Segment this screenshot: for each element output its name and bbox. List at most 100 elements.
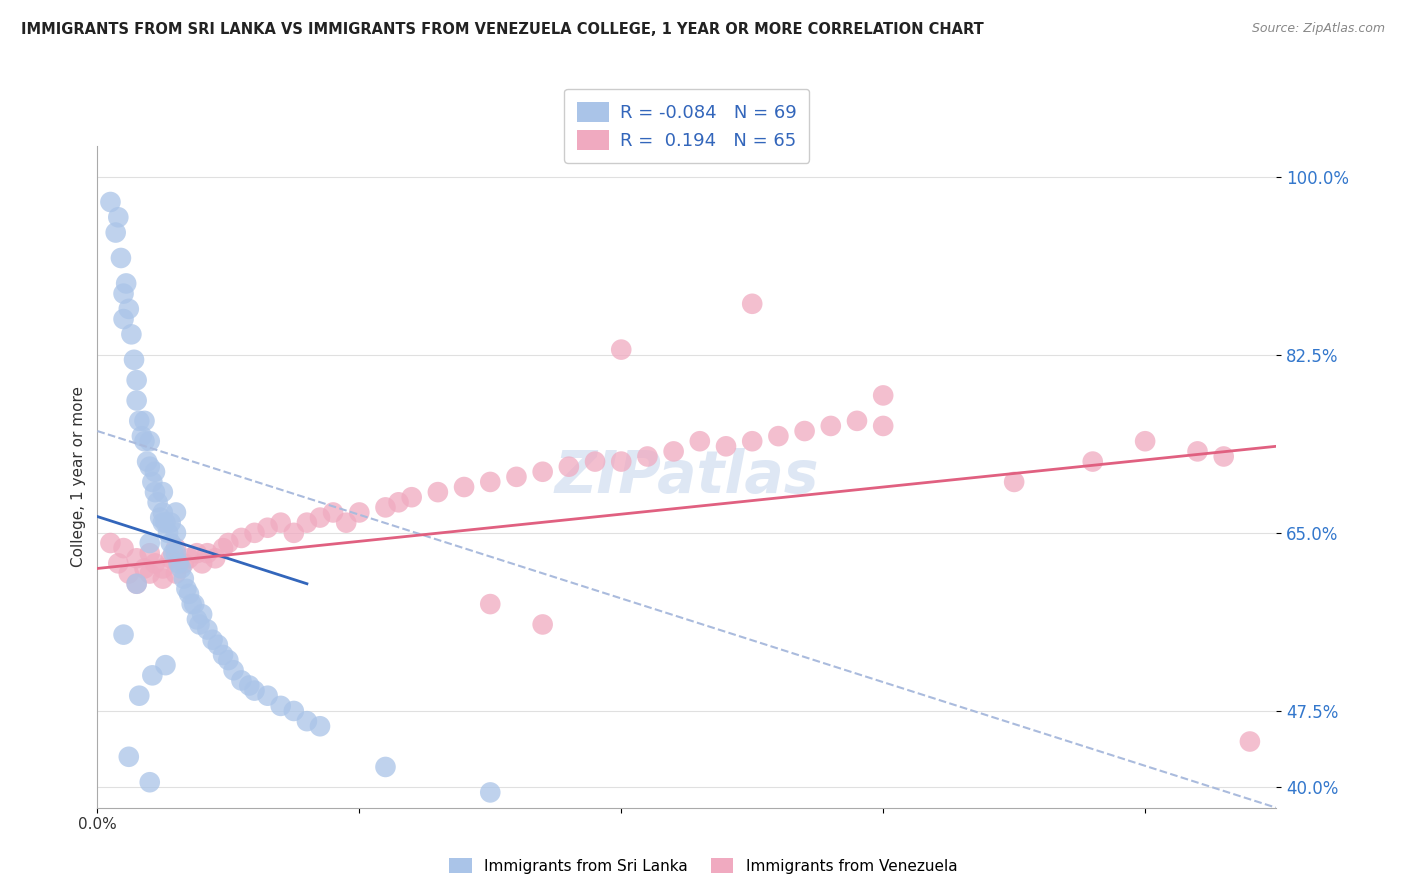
Point — [131, 429, 153, 443]
Point — [112, 627, 135, 641]
Point — [1002, 475, 1025, 489]
Point — [115, 277, 138, 291]
Point — [107, 557, 129, 571]
Point — [112, 312, 135, 326]
Point — [152, 506, 174, 520]
Point — [231, 673, 253, 688]
Legend: Immigrants from Sri Lanka, Immigrants from Venezuela: Immigrants from Sri Lanka, Immigrants fr… — [443, 852, 963, 880]
Point — [401, 490, 423, 504]
Point — [195, 623, 218, 637]
Point — [479, 597, 502, 611]
Point — [217, 536, 239, 550]
Point — [173, 557, 195, 571]
Point — [387, 495, 409, 509]
Point — [159, 536, 181, 550]
Text: IMMIGRANTS FROM SRI LANKA VS IMMIGRANTS FROM VENEZUELA COLLEGE, 1 YEAR OR MORE C: IMMIGRANTS FROM SRI LANKA VS IMMIGRANTS … — [21, 22, 984, 37]
Point — [143, 557, 166, 571]
Y-axis label: College, 1 year or more: College, 1 year or more — [72, 386, 86, 567]
Point — [143, 465, 166, 479]
Point — [283, 525, 305, 540]
Point — [100, 194, 122, 209]
Point — [1133, 434, 1156, 449]
Point — [212, 541, 235, 555]
Point — [212, 648, 235, 662]
Point — [238, 679, 260, 693]
Point — [136, 454, 159, 468]
Point — [207, 638, 229, 652]
Point — [152, 485, 174, 500]
Point — [143, 485, 166, 500]
Point — [201, 632, 224, 647]
Point — [768, 429, 790, 443]
Text: ZIPatlas: ZIPatlas — [554, 449, 818, 506]
Point — [714, 439, 737, 453]
Point — [793, 424, 815, 438]
Point — [195, 546, 218, 560]
Point — [155, 516, 177, 530]
Point — [186, 612, 208, 626]
Point — [453, 480, 475, 494]
Point — [204, 551, 226, 566]
Point — [125, 551, 148, 566]
Point — [122, 352, 145, 367]
Point — [186, 546, 208, 560]
Point — [165, 525, 187, 540]
Point — [270, 516, 292, 530]
Point — [139, 775, 162, 789]
Point — [741, 297, 763, 311]
Point — [107, 211, 129, 225]
Point — [110, 251, 132, 265]
Point — [531, 617, 554, 632]
Point — [662, 444, 685, 458]
Point — [173, 572, 195, 586]
Point — [322, 506, 344, 520]
Point — [120, 327, 142, 342]
Point — [479, 475, 502, 489]
Point — [128, 689, 150, 703]
Point — [134, 561, 156, 575]
Point — [256, 521, 278, 535]
Point — [872, 419, 894, 434]
Point — [283, 704, 305, 718]
Point — [125, 393, 148, 408]
Point — [689, 434, 711, 449]
Point — [583, 454, 606, 468]
Point — [146, 495, 169, 509]
Point — [309, 719, 332, 733]
Point — [374, 760, 396, 774]
Point — [349, 506, 371, 520]
Point — [139, 459, 162, 474]
Point — [141, 475, 163, 489]
Point — [139, 566, 162, 581]
Point — [152, 561, 174, 575]
Point — [1081, 454, 1104, 468]
Point — [270, 698, 292, 713]
Point — [152, 572, 174, 586]
Point — [159, 551, 181, 566]
Point — [295, 516, 318, 530]
Point — [177, 551, 200, 566]
Point — [134, 434, 156, 449]
Point — [118, 749, 141, 764]
Point — [165, 506, 187, 520]
Point — [180, 597, 202, 611]
Point — [531, 465, 554, 479]
Point — [188, 617, 211, 632]
Point — [165, 546, 187, 560]
Point — [256, 689, 278, 703]
Point — [191, 607, 214, 622]
Point — [846, 414, 869, 428]
Point — [309, 510, 332, 524]
Point — [243, 525, 266, 540]
Point — [479, 785, 502, 799]
Point — [139, 546, 162, 560]
Point — [217, 653, 239, 667]
Text: Source: ZipAtlas.com: Source: ZipAtlas.com — [1251, 22, 1385, 36]
Point — [159, 516, 181, 530]
Point — [374, 500, 396, 515]
Point — [610, 343, 633, 357]
Point — [157, 525, 180, 540]
Point — [176, 582, 198, 596]
Point — [149, 510, 172, 524]
Point — [222, 663, 245, 677]
